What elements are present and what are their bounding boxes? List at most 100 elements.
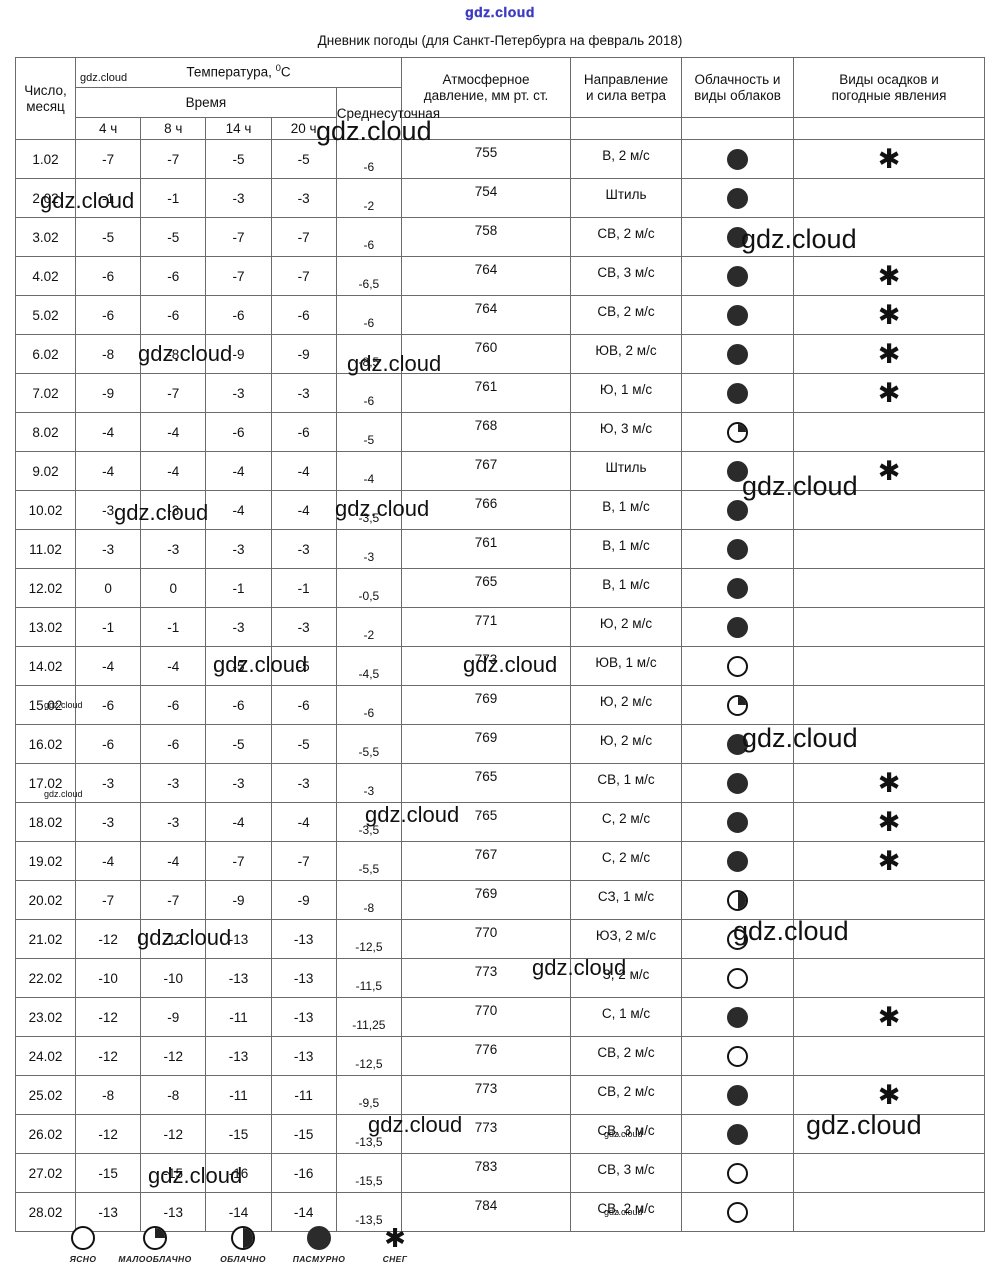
cell-temp-8h: -15 (140, 1153, 207, 1193)
table-row: 3.02 -5 -5 -7 -7 -6 758 СВ, 2 м/с (15, 217, 985, 257)
cell-cloudiness (681, 451, 794, 491)
cell-precipitation (793, 529, 985, 569)
overcast-icon (727, 265, 748, 287)
cell-wind: В, 1 м/с (570, 568, 682, 608)
cell-average: -3,5 (335, 802, 403, 842)
cell-temp-14h: -3 (205, 763, 272, 803)
cell-temp-8h: -12 (140, 1036, 207, 1076)
cell-cloudiness (681, 724, 794, 764)
cell-temp-14h: -15 (205, 1114, 272, 1154)
cell-date: 13.02 (15, 607, 76, 647)
cell-precipitation (793, 685, 985, 725)
cell-average: -3 (335, 763, 403, 803)
cell-temp-20h: -7 (270, 256, 337, 296)
table-body: 1.02 -7 -7 -5 -5 -6 755 В, 2 м/с ✱ 2.02 -1 -1 -3 -3 -2… (15, 139, 985, 1232)
cell-cloudiness (681, 529, 794, 569)
table-row: 28.02 -13 -13 -14 -14 -13,5 784 СВ, 2 м/с (15, 1192, 985, 1232)
legend-icon: ✱ (340, 1226, 450, 1252)
header-wind: Направление и сила ветра (570, 57, 682, 118)
table-row: 2.02 -1 -1 -3 -3 -2 754 Штиль (15, 178, 985, 218)
cell-pressure: 771 (401, 607, 571, 647)
cell-wind: ЮВ, 2 м/с (570, 334, 682, 374)
cell-temp-20h: -6 (270, 412, 337, 452)
cell-wind: СЗ, 1 м/с (570, 880, 682, 920)
header-date: Число, месяц (15, 57, 76, 140)
cell-average: -12,5 (335, 919, 403, 959)
cell-pressure: 765 (401, 802, 571, 842)
header-wind-spacer (570, 117, 682, 140)
clear-sky-icon (727, 1045, 748, 1067)
clear-sky-icon (71, 1226, 95, 1250)
cell-temp-4h: -15 (74, 1153, 142, 1193)
cell-average: -3,5 (335, 490, 403, 530)
cell-pressure: 767 (401, 451, 571, 491)
snow-icon: ✱ (877, 845, 901, 877)
table-row: 27.02 -15 -15 -16 -16 -15,5 783 СВ, 3 м/с (15, 1153, 985, 1193)
cell-temp-4h: -12 (74, 997, 142, 1037)
cell-average: -13,5 (335, 1192, 403, 1232)
cell-temp-20h: -13 (270, 958, 337, 998)
header-temperature: Температура, 0С (75, 57, 402, 88)
cell-precipitation (793, 412, 985, 452)
cell-temp-8h: -7 (140, 880, 207, 920)
cell-temp-4h: -3 (74, 529, 142, 569)
cell-pressure: 765 (401, 568, 571, 608)
site-logo: gdz.cloud (465, 4, 535, 20)
header-cloudiness: Облачность и виды облаков (681, 57, 794, 118)
snow-icon: ✱ (877, 806, 901, 838)
cell-precipitation: ✱ (793, 997, 985, 1037)
cell-precipitation (793, 724, 985, 764)
cell-precipitation (793, 490, 985, 530)
cell-date: 19.02 (15, 841, 76, 881)
snow-icon: ✱ (877, 455, 901, 487)
cell-cloudiness (681, 178, 794, 218)
cell-cloudiness (681, 841, 794, 881)
cell-temp-20h: -4 (270, 490, 337, 530)
cell-average: -4 (335, 451, 403, 491)
table-row: 11.02 -3 -3 -3 -3 -3 761 В, 1 м/с (15, 529, 985, 569)
header-precipitation-spacer (793, 117, 985, 140)
cell-pressure: 761 (401, 529, 571, 569)
cell-cloudiness (681, 295, 794, 335)
table-row: 13.02 -1 -1 -3 -3 -2 771 Ю, 2 м/с (15, 607, 985, 647)
header-temperature-unit: С (280, 64, 291, 80)
cell-date: 7.02 (15, 373, 76, 413)
cell-temp-14h: -6 (205, 685, 272, 725)
legend-label: ПАСМУРНО (292, 1254, 346, 1264)
cell-temp-4h: 0 (74, 568, 142, 608)
cell-temp-20h: -4 (270, 451, 337, 491)
cell-precipitation: ✱ (793, 451, 985, 491)
cell-average: -2 (335, 178, 403, 218)
cell-temp-8h: -3 (140, 802, 207, 842)
legend-label: СНЕГ (382, 1254, 408, 1264)
cell-temp-14h: -7 (205, 217, 272, 257)
cell-wind: В, 2 м/с (570, 139, 682, 179)
legend-label: ОБЛАЧНО (220, 1254, 266, 1264)
cell-temp-4h: -5 (74, 217, 142, 257)
overcast-icon (727, 1123, 748, 1145)
cell-date: 22.02 (15, 958, 76, 998)
cell-temp-20h: -5 (270, 646, 337, 686)
cell-temp-20h: -1 (270, 568, 337, 608)
cell-wind: СВ, 2 м/с (570, 1036, 682, 1076)
cell-temp-8h: -5 (140, 217, 207, 257)
cell-temp-20h: -3 (270, 763, 337, 803)
cell-pressure: 769 (401, 880, 571, 920)
cell-cloudiness (681, 256, 794, 296)
cell-average: -5,5 (335, 841, 403, 881)
cell-temp-8h: -10 (140, 958, 207, 998)
overcast-icon (727, 733, 748, 755)
cell-wind: СВ, 3 м/с (570, 1153, 682, 1193)
header-hour-20: 20 ч (270, 117, 337, 140)
table-row: 14.02 -4 -4 -5 -5 -4,5 773 ЮВ, 1 м/с (15, 646, 985, 686)
cell-cloudiness (681, 958, 794, 998)
table-row: 22.02 -10 -10 -13 -13 -11,5 773 З, 2 м/с (15, 958, 985, 998)
clear-sky-icon (727, 1162, 748, 1184)
cell-wind: СВ, 3 м/с (570, 256, 682, 296)
overcast-icon (727, 499, 748, 521)
cell-wind: Ю, 2 м/с (570, 685, 682, 725)
legend-item-cloudy: ОБЛАЧНО (188, 1226, 298, 1264)
cell-temp-14h: -9 (205, 880, 272, 920)
cell-cloudiness (681, 880, 794, 920)
